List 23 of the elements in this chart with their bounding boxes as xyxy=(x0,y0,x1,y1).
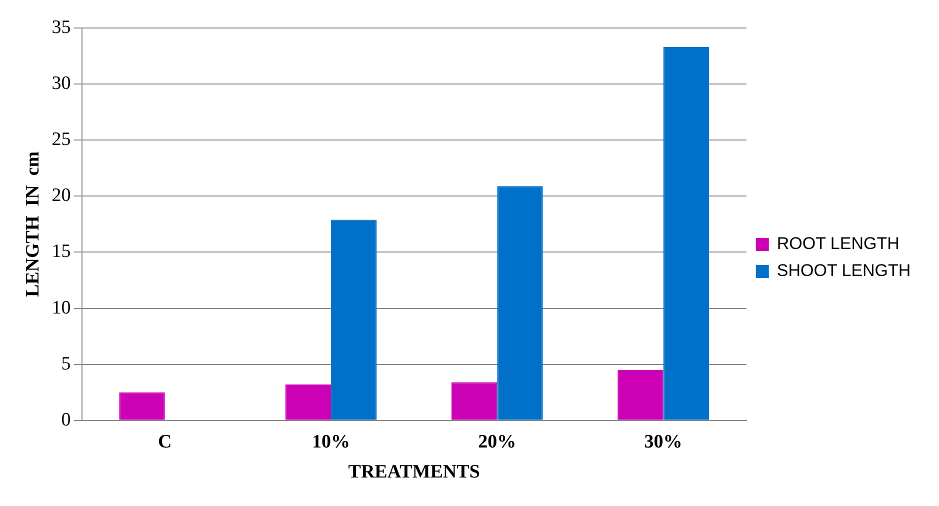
y-tick-label: 30 xyxy=(52,73,71,94)
y-tick-label: 10 xyxy=(52,297,71,318)
y-tick-label: 20 xyxy=(52,185,71,206)
y-tick-label: 0 xyxy=(61,409,71,430)
x-tick-label: 20% xyxy=(478,432,516,453)
y-tick-label: 35 xyxy=(52,16,71,38)
bar xyxy=(618,370,664,420)
bar xyxy=(663,47,709,420)
bar xyxy=(119,392,165,420)
y-tick-label: 5 xyxy=(61,353,71,374)
x-tick-label: 10% xyxy=(312,432,350,453)
x-axis-title: TREATMENTS xyxy=(348,462,480,483)
bar xyxy=(451,382,498,420)
x-tick-label: 30% xyxy=(644,432,682,453)
bar xyxy=(497,186,543,420)
y-axis-title: LENGTH IN cm xyxy=(22,151,44,298)
legend-label: ROOT LENGTH xyxy=(776,234,900,254)
x-tick-label: C xyxy=(158,432,172,453)
y-tick-label: 25 xyxy=(52,129,71,150)
y-tick-label: 15 xyxy=(52,241,71,262)
legend-label: SHOOT LENGTH xyxy=(776,261,911,280)
bar xyxy=(331,220,377,420)
bar xyxy=(285,384,332,420)
